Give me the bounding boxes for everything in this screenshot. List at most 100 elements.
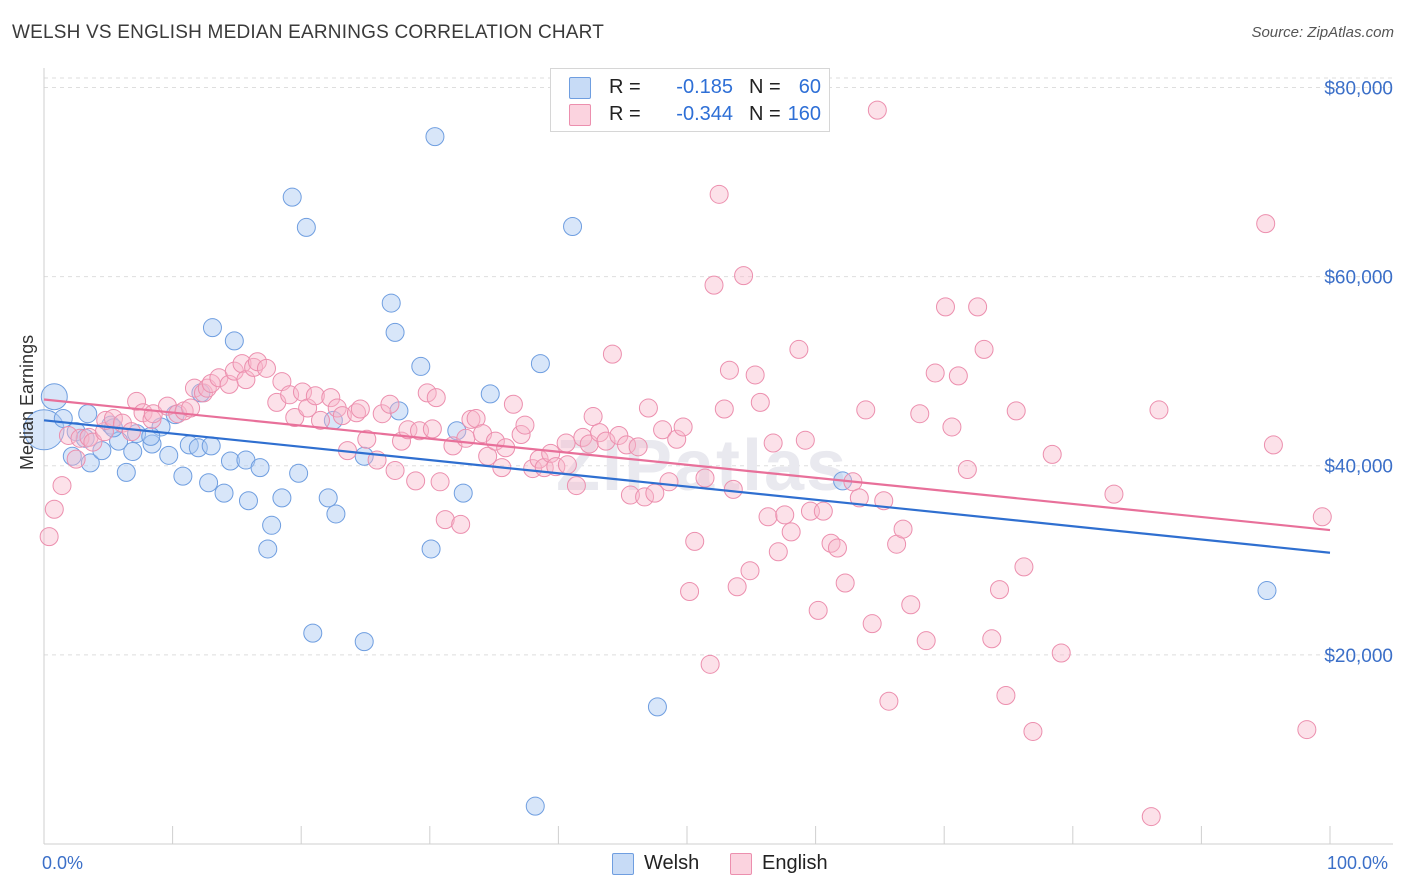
x-tick-label-max: 100.0% [1327,853,1389,873]
welsh-point [258,539,278,559]
english-point [910,404,930,424]
welsh-point [525,796,545,816]
english-point [602,344,622,364]
welsh-point [142,434,162,454]
english-point [451,514,471,534]
english-point [714,399,734,419]
english-point [596,431,616,451]
english-point [346,403,366,423]
english-point [417,383,437,403]
english-point [893,519,913,539]
welsh-point [262,515,282,535]
english-point [372,404,392,424]
english-trendline [43,398,1331,532]
english-point [232,354,252,374]
english-point [321,388,341,408]
english-point [789,339,809,359]
welsh-point [453,483,473,503]
english-point [935,297,955,317]
r-label: R = [609,103,641,125]
english-point [795,430,815,450]
welsh-point [1257,581,1277,601]
english-point [44,499,64,519]
english-point [768,542,788,562]
english-point [628,437,648,457]
r-value: -0.344 [676,103,733,125]
welsh-point [385,322,405,342]
english-swatch [569,104,591,126]
english-point [121,422,141,442]
english-point [734,266,754,286]
r-label: R = [609,76,641,98]
english-point [989,580,1009,600]
english-point [435,510,455,530]
n-value: 160 [787,103,821,125]
y-tick-label: $80,000 [1324,78,1393,99]
english-point [879,691,899,711]
english-point [808,600,828,620]
x-tick-label-min: 0.0% [42,853,84,873]
english-point [704,275,724,295]
english-point [849,488,869,508]
english-point [357,429,377,449]
english-point [685,531,705,551]
english-point [867,100,887,120]
english-point [350,399,370,419]
welsh-point [201,436,221,456]
welsh-point [199,473,219,493]
welsh-point [173,466,193,486]
welsh-point [530,354,550,374]
welsh-point [159,445,179,465]
legend-label-welsh: Welsh [644,852,700,874]
english-point [96,410,116,430]
english-point [874,491,894,511]
welsh-point [303,623,323,643]
english-point [635,487,655,507]
english-point [709,184,729,204]
english-point [901,595,921,615]
english-point [942,417,962,437]
welsh-point [123,442,143,462]
english-point [256,358,276,378]
english-point [52,476,72,496]
english-point [856,400,876,420]
legend-label-english: English [762,852,828,874]
english-point [1051,643,1071,663]
english-point [719,360,739,380]
english-point [758,507,778,527]
english-point [617,435,637,455]
welsh-swatch [569,77,591,99]
welsh-point [202,318,222,338]
welsh-point [40,383,68,411]
y-tick-label: $60,000 [1324,268,1393,289]
english-point [422,419,442,439]
english-point [1042,444,1062,464]
english-point [1104,484,1124,504]
english-point [430,472,450,492]
welsh-point [563,216,583,236]
english-point [181,398,201,418]
english-point [1312,507,1332,527]
welsh-point [421,539,441,559]
english-point [835,573,855,593]
english-point [332,406,352,426]
welsh-trendline [43,419,1331,554]
english-point [310,410,330,430]
english-point [557,455,577,475]
english-legend-swatch [730,853,752,875]
n-value: 60 [798,76,821,98]
english-point [968,297,988,317]
welsh-point [78,404,98,424]
english-point [781,522,801,542]
english-point [1023,721,1043,741]
welsh-point [326,504,346,524]
english-point [236,370,256,390]
english-point [1263,435,1283,455]
english-point [66,449,86,469]
welsh-point [647,697,667,717]
welsh-point [53,408,73,428]
english-point [659,472,679,492]
welsh-point [381,293,401,313]
english-point [974,339,994,359]
english-point [695,468,715,488]
